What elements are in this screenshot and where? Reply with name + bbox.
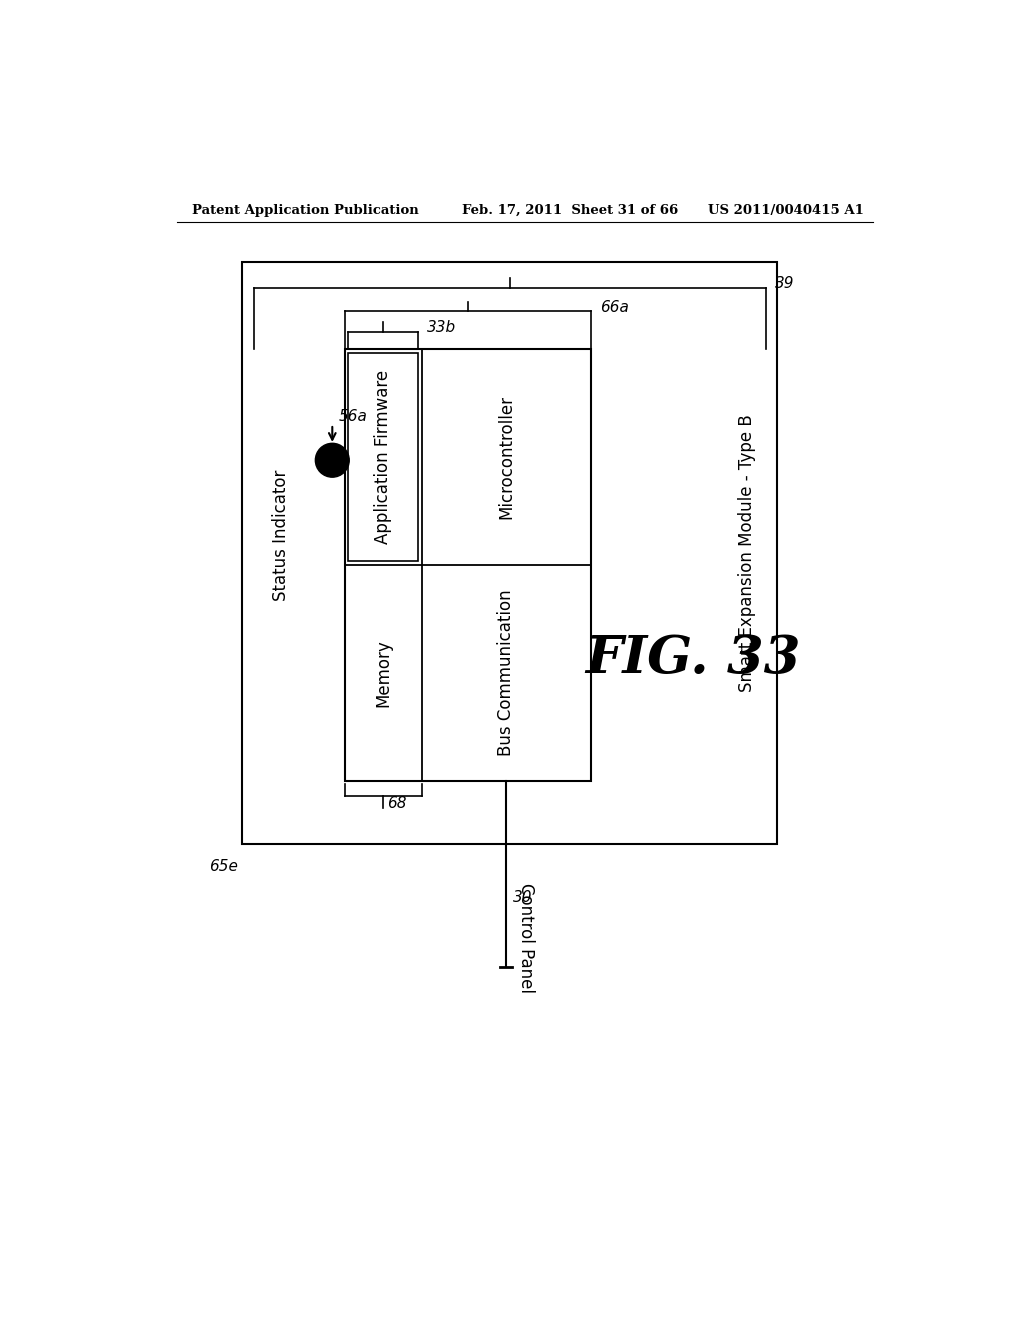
Text: Patent Application Publication: Patent Application Publication bbox=[193, 205, 419, 218]
Bar bbox=[345, 350, 591, 780]
Text: FIG. 33: FIG. 33 bbox=[585, 634, 801, 684]
Text: Feb. 17, 2011  Sheet 31 of 66: Feb. 17, 2011 Sheet 31 of 66 bbox=[462, 205, 678, 218]
Text: Application Firmware: Application Firmware bbox=[374, 370, 392, 544]
Text: 33b: 33b bbox=[427, 321, 456, 335]
Text: US 2011/0040415 A1: US 2011/0040415 A1 bbox=[708, 205, 864, 218]
Text: 39: 39 bbox=[775, 276, 795, 292]
Text: 66a: 66a bbox=[600, 300, 629, 314]
Text: Control Panel: Control Panel bbox=[516, 883, 535, 993]
Text: Microcontroller: Microcontroller bbox=[498, 395, 515, 519]
Text: 65e: 65e bbox=[210, 859, 239, 874]
Text: 68: 68 bbox=[387, 796, 407, 812]
Bar bbox=[243, 263, 777, 843]
Circle shape bbox=[315, 444, 349, 478]
Text: 56a: 56a bbox=[339, 409, 368, 424]
Text: 30: 30 bbox=[512, 890, 532, 906]
Bar bbox=[348, 354, 418, 561]
Text: Smart Expansion Module - Type B: Smart Expansion Module - Type B bbox=[737, 414, 756, 692]
Text: Status Indicator: Status Indicator bbox=[271, 470, 290, 602]
Text: Memory: Memory bbox=[374, 639, 392, 706]
Text: Bus Communication: Bus Communication bbox=[498, 590, 515, 756]
